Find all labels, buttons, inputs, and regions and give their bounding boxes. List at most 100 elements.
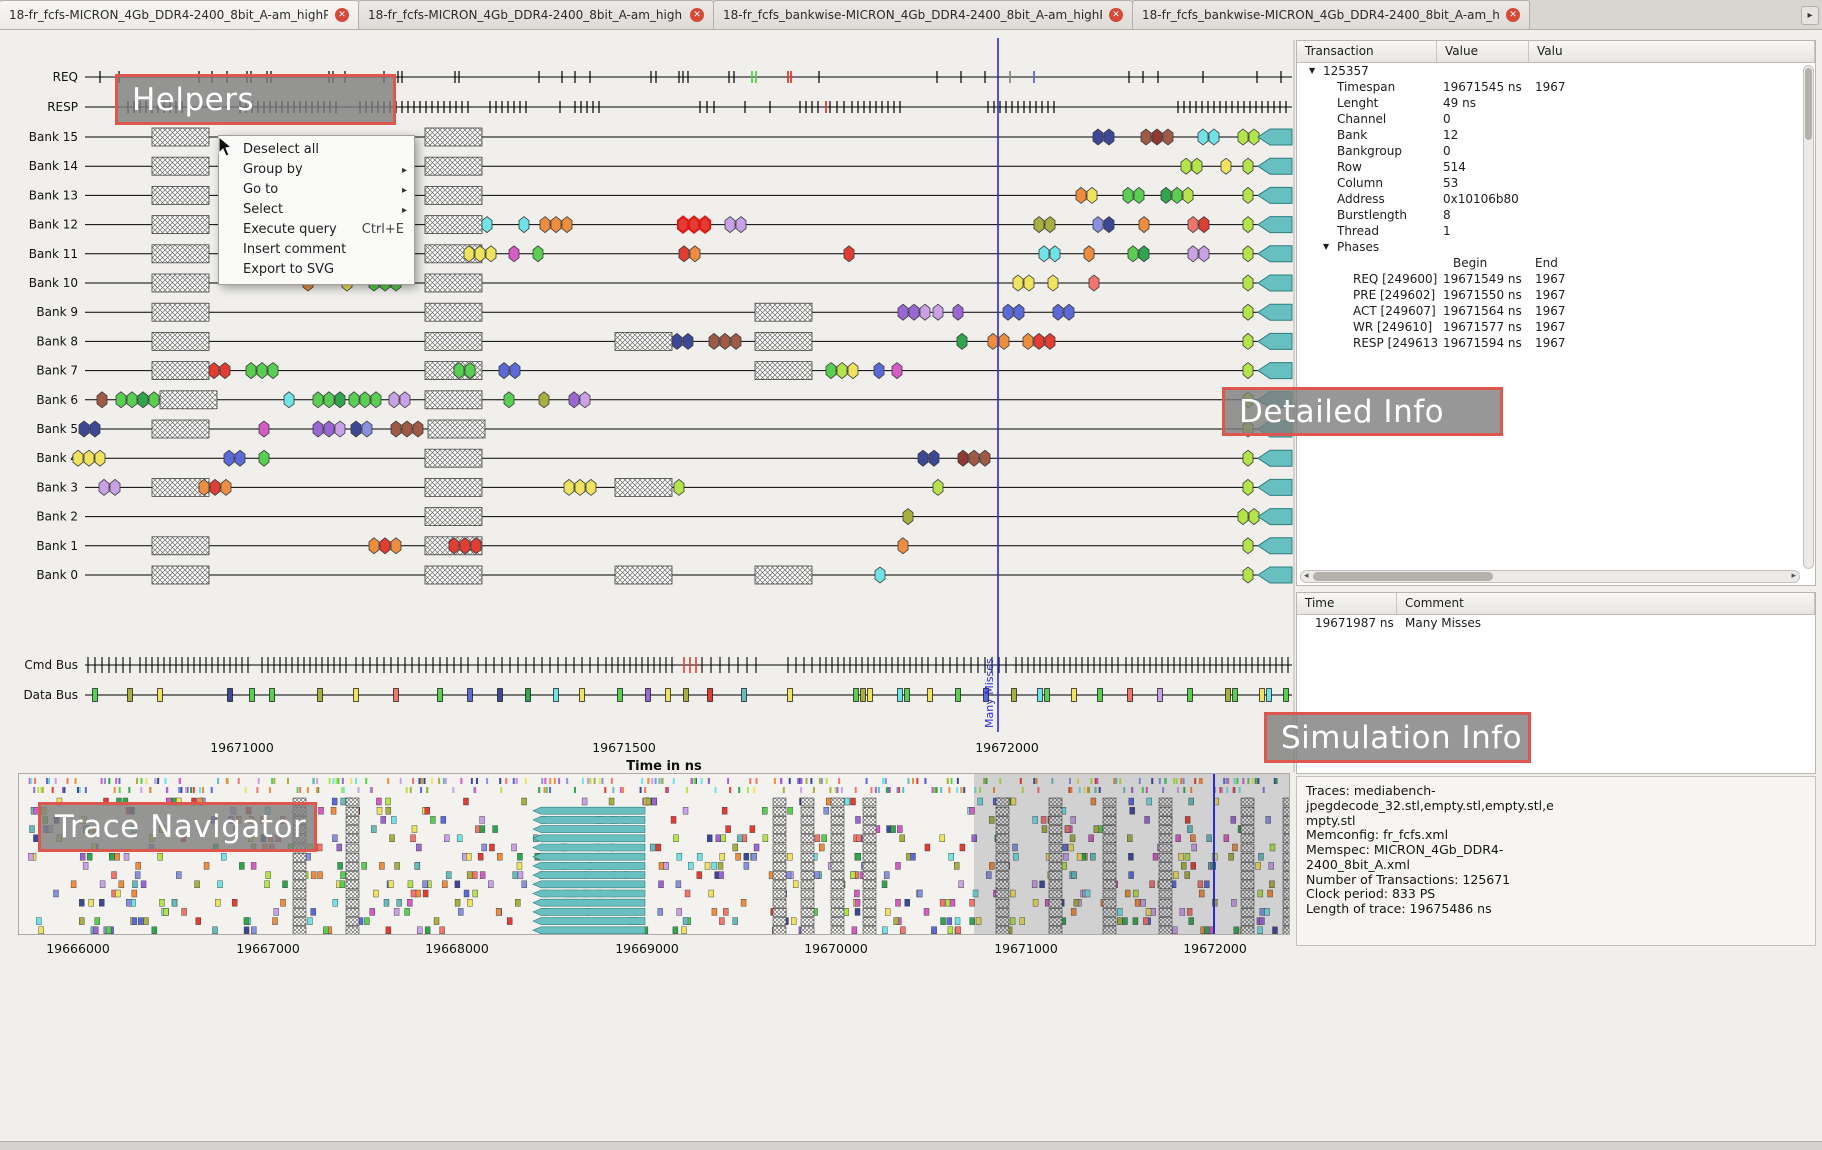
data-bus-cell[interactable] (127, 688, 133, 702)
transaction-marker[interactable] (401, 420, 413, 438)
data-bus-cell[interactable] (683, 688, 689, 702)
transaction-marker[interactable] (874, 566, 886, 584)
data-bus-cell[interactable] (393, 688, 399, 702)
data-bus-cell[interactable] (1044, 688, 1050, 702)
transaction-marker[interactable] (1242, 303, 1254, 321)
transaction-block[interactable] (424, 331, 483, 351)
comments-table-header[interactable]: Time Comment (1297, 593, 1815, 615)
transaction-marker[interactable] (219, 362, 231, 380)
data-bus-cell[interactable] (437, 688, 443, 702)
transaction-marker[interactable] (448, 537, 460, 555)
transaction-marker[interactable] (579, 391, 591, 409)
transaction-marker[interactable] (459, 537, 471, 555)
data-bus-cell[interactable] (904, 688, 910, 702)
menu-item[interactable]: Insert comment (219, 240, 414, 260)
transaction-block[interactable] (159, 390, 218, 410)
transaction-marker[interactable] (334, 420, 346, 438)
transaction-marker-selected[interactable] (698, 215, 712, 235)
menu-item[interactable]: Go to ▸ (219, 180, 414, 200)
transaction-marker[interactable] (1138, 245, 1150, 263)
transaction-marker[interactable] (919, 303, 931, 321)
transaction-marker[interactable] (956, 332, 968, 350)
transaction-block[interactable] (754, 331, 813, 351)
transaction-marker[interactable] (220, 478, 232, 496)
transaction-marker[interactable] (379, 537, 391, 555)
transaction-marker[interactable] (825, 362, 837, 380)
transaction-marker[interactable] (671, 332, 683, 350)
transaction-marker[interactable] (968, 449, 980, 467)
transaction-block[interactable] (754, 565, 813, 585)
data-bus-cell[interactable] (853, 688, 859, 702)
bottom-scrollbar[interactable] (0, 1141, 1822, 1150)
transaction-marker[interactable] (673, 478, 685, 496)
data-bus-cell[interactable] (1071, 688, 1077, 702)
transaction-marker[interactable] (388, 391, 400, 409)
expand-icon[interactable]: ▼ (1323, 242, 1330, 251)
transaction-marker[interactable] (258, 449, 270, 467)
data-bus-cell[interactable] (525, 688, 531, 702)
transaction-marker-selected[interactable] (676, 215, 690, 235)
transaction-block[interactable] (614, 565, 673, 585)
ongoing-transaction-marker[interactable] (1257, 566, 1293, 584)
data-bus-cell[interactable] (579, 688, 585, 702)
transaction-marker[interactable] (1002, 303, 1014, 321)
tab-close-icon[interactable]: ✕ (1506, 8, 1520, 22)
phase-row[interactable]: RESP [249613] 19671594 ns 1967 (1297, 335, 1801, 351)
transaction-marker[interactable] (928, 449, 940, 467)
data-bus-cell[interactable] (1187, 688, 1193, 702)
transaction-marker[interactable] (689, 245, 701, 263)
transaction-marker[interactable] (1187, 216, 1199, 234)
menu-item[interactable]: Export to SVG (219, 260, 414, 280)
transaction-marker[interactable] (847, 362, 859, 380)
transaction-marker[interactable] (323, 420, 335, 438)
data-bus-cell[interactable] (353, 688, 359, 702)
data-bus-cell[interactable] (867, 688, 873, 702)
transaction-marker[interactable] (508, 245, 520, 263)
transaction-marker[interactable] (1242, 478, 1254, 496)
data-bus-cell[interactable] (269, 688, 275, 702)
transaction-marker[interactable] (1012, 274, 1024, 292)
data-bus-cell[interactable] (1259, 688, 1265, 702)
menu-item[interactable]: Execute query Ctrl+E (219, 220, 414, 240)
data-bus-cell[interactable] (1232, 688, 1238, 702)
transaction-marker[interactable] (682, 332, 694, 350)
transaction-block[interactable] (424, 302, 483, 322)
transaction-marker[interactable] (843, 245, 855, 263)
tab[interactable]: 18-fr_fcfs-MICRON_4Gb_DDR4-2400_8bit_A-a… (358, 0, 714, 29)
transaction-block[interactable] (754, 302, 813, 322)
column-header-value[interactable]: Value (1437, 41, 1529, 62)
transaction-marker[interactable] (1122, 186, 1134, 204)
data-bus-cell[interactable] (1037, 688, 1043, 702)
tab[interactable]: 18-fr_fcfs-MICRON_4Gb_DDR4-2400_8bit_A-a… (0, 0, 359, 29)
transaction-marker[interactable] (312, 391, 324, 409)
ongoing-transaction-marker[interactable] (1257, 216, 1293, 234)
data-bus-cell[interactable] (92, 688, 98, 702)
transaction-marker[interactable] (453, 362, 465, 380)
transaction-marker[interactable] (1237, 508, 1249, 526)
transaction-marker[interactable] (399, 391, 411, 409)
transaction-block[interactable] (754, 361, 813, 381)
transaction-marker[interactable] (1242, 274, 1254, 292)
transaction-marker[interactable] (897, 537, 909, 555)
data-bus-cell[interactable] (157, 688, 163, 702)
transaction-block[interactable] (424, 507, 483, 527)
transaction-marker[interactable] (474, 245, 486, 263)
transaction-marker[interactable] (245, 362, 257, 380)
ongoing-transaction-marker[interactable] (1257, 332, 1293, 350)
transaction-marker[interactable] (96, 391, 108, 409)
transaction-marker[interactable] (283, 391, 295, 409)
transaction-marker[interactable] (412, 420, 424, 438)
transaction-marker[interactable] (98, 478, 110, 496)
menu-item[interactable]: Group by ▸ (219, 160, 414, 180)
transaction-marker[interactable] (323, 391, 335, 409)
transaction-marker[interactable] (1242, 245, 1254, 263)
transaction-tree-row[interactable]: Address 0x10106b80 (1297, 191, 1801, 207)
transaction-block[interactable] (424, 477, 483, 497)
transaction-tree-row[interactable]: Channel 0 (1297, 111, 1801, 127)
tab-close-icon[interactable]: ✕ (335, 8, 349, 22)
ongoing-transaction-marker[interactable] (1257, 362, 1293, 380)
column-header-time[interactable]: Time (1297, 593, 1397, 614)
phases-subheader-row[interactable]: Begin End (1297, 255, 1801, 271)
data-bus-cell[interactable] (897, 688, 903, 702)
transaction-marker[interactable] (1052, 303, 1064, 321)
